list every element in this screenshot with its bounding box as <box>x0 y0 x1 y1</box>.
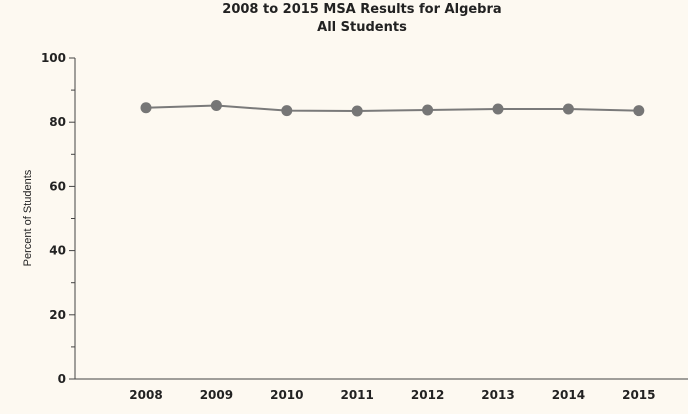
x-tick-label: 2009 <box>200 388 233 402</box>
x-tick-label: 2010 <box>270 388 303 402</box>
data-point[interactable] <box>492 103 504 115</box>
y-tick-label: 20 <box>49 308 66 322</box>
x-tick-label: 2008 <box>129 388 162 402</box>
chart-subtitle: All Students <box>317 20 407 35</box>
data-point[interactable] <box>210 100 222 112</box>
y-tick-label: 0 <box>58 372 66 386</box>
y-axis-title: Percent of Students <box>22 169 34 266</box>
data-point[interactable] <box>562 103 574 115</box>
data-point[interactable] <box>140 102 152 114</box>
y-tick-label: 80 <box>49 115 66 129</box>
y-axis: 0 20 40 60 80 100 <box>41 51 76 386</box>
series-line <box>145 104 639 112</box>
x-tick-label: 2013 <box>481 388 514 402</box>
y-tick-label: 100 <box>41 51 66 65</box>
y-tick-label: 60 <box>49 179 66 193</box>
data-point[interactable] <box>633 105 645 117</box>
data-point[interactable] <box>422 104 434 116</box>
y-tick-label: 40 <box>49 244 66 258</box>
x-tick-label: 2012 <box>411 388 444 402</box>
x-axis: 2008 2009 2010 2011 2012 2013 2014 2015 <box>69 378 688 402</box>
series-layer <box>140 100 645 117</box>
x-tick-label: 2015 <box>622 388 655 402</box>
data-point[interactable] <box>281 105 293 117</box>
data-point[interactable] <box>351 105 363 117</box>
x-tick-label: 2014 <box>552 388 585 402</box>
x-tick-label: 2011 <box>340 388 373 402</box>
chart-title: 2008 to 2015 MSA Results for Algebra <box>222 2 501 17</box>
